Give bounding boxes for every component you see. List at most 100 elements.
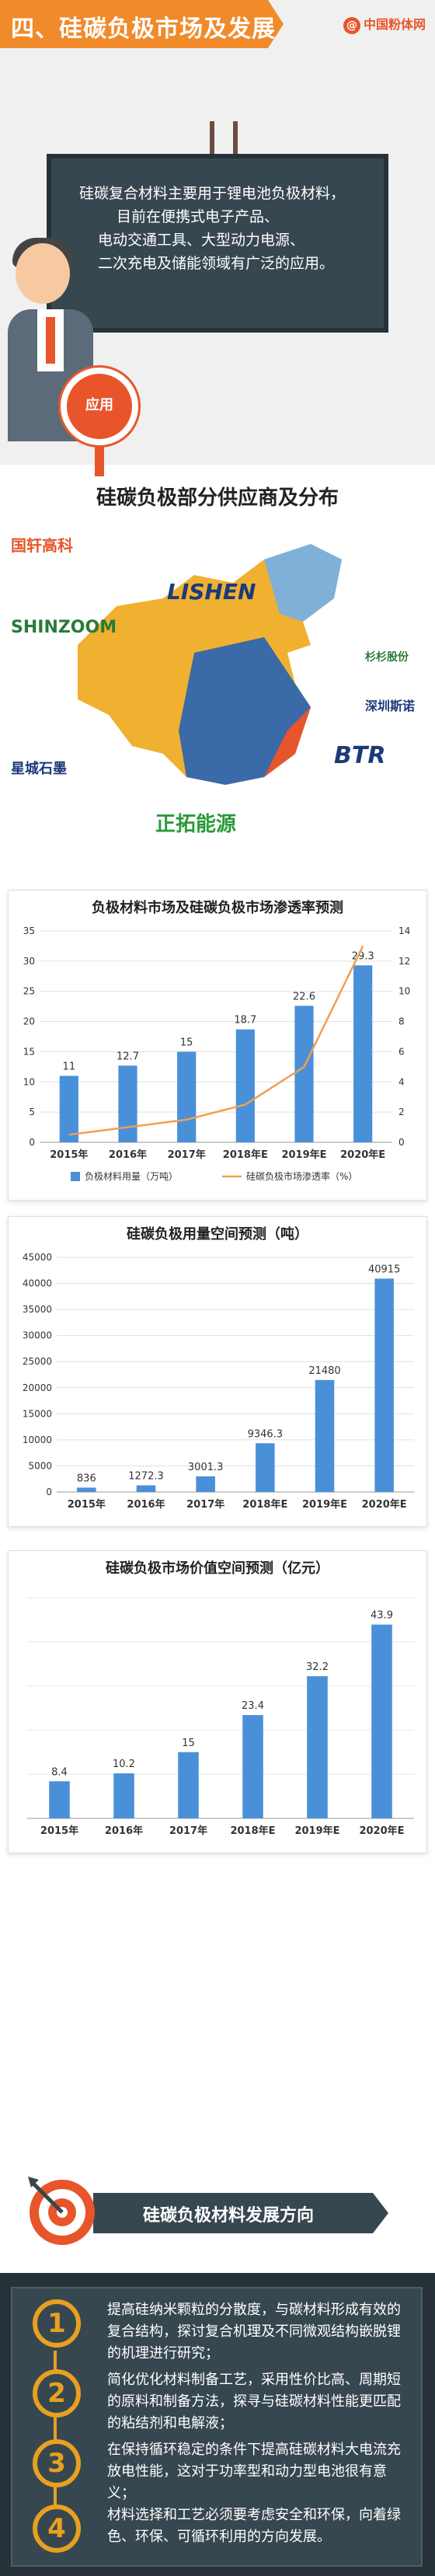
map-east-region (179, 637, 311, 785)
header-banner (0, 0, 284, 48)
y-tick-label: 35000 (23, 1304, 52, 1315)
logo-guoxuan: 国轩高科 (11, 536, 73, 555)
supplier-title: 硅碳负极部分供应商及分布 (96, 486, 339, 510)
data-label: 836 (77, 1473, 96, 1484)
x-tick-label: 2015年 (50, 1149, 88, 1161)
y-tick-label: 5 (29, 1107, 35, 1117)
chart-card-value: 硅碳负极市场价值空间预测（亿元） 8.4 2015年 10.2 2016年 15 2017… (8, 1550, 427, 1853)
x-tick-label: 2018年E (223, 1149, 268, 1161)
y-tick-label: 5000 (28, 1460, 52, 1471)
y2-tick-label: 12 (398, 956, 410, 967)
data-label: 9346.3 (248, 1428, 284, 1440)
data-label: 22.6 (293, 991, 315, 1002)
china-map (78, 544, 342, 785)
y-tick-label: 15 (23, 1046, 35, 1057)
x-tick-label: 2019年E (294, 1825, 339, 1837)
bar (113, 1773, 134, 1818)
market-chart: 05101520253035112015年12.72016年152017年18.… (23, 925, 411, 1182)
value-chart: 8.4 2015年 10.2 2016年 15 2017年 23.4 2018年E 32.2 20… (27, 1597, 414, 1837)
x-tick-label: 2020年E (362, 1498, 407, 1511)
data-label: 32.2 (306, 1661, 329, 1673)
item-text: 在保持循环稳定的条件下提高硅碳材料大电流充放电性能，这对于功率型和动力型电池很有… (107, 2442, 401, 2501)
chart-title: 负极材料市场及硅碳负极市场渗透率预测 (92, 900, 343, 916)
y2-tick-label: 14 (398, 925, 410, 936)
direction-banner: 硅碳负极材料发展方向 (93, 2193, 388, 2233)
y-tick-label: 45000 (23, 1252, 52, 1263)
blackboard: 硅碳复合材料主要用于锂电池负极材料， 目前在便携式电子产品、 电动交通工具、大型… (47, 154, 388, 333)
y-tick-label: 30 (23, 956, 35, 967)
y-tick-label: 10 (23, 1076, 35, 1087)
y-tick-label: 0 (29, 1137, 35, 1148)
intro-text: 硅碳复合材料主要用于锂电池负极材料， 目前在便携式电子产品、 电动交通工具、大型… (79, 182, 374, 275)
bar (118, 1065, 137, 1142)
bar (294, 1006, 314, 1142)
bar (177, 1051, 197, 1142)
data-label: 12.7 (117, 1051, 139, 1062)
data-label: 15 (182, 1738, 195, 1749)
data-label: 15 (180, 1037, 193, 1048)
brand: @ 中国粉体网 (343, 14, 426, 34)
x-tick-label: 2018年E (242, 1498, 287, 1511)
item-text: 提高硅纳米颗粒的分散度，与碳材料形成有效的复合结构，探讨复合机理及不同微观结构嵌… (107, 2302, 401, 2362)
data-label: 43.9 (371, 1610, 393, 1622)
bar (196, 1476, 215, 1492)
y-tick-label: 20000 (23, 1382, 52, 1393)
direction-box: 1 提高硅纳米颗粒的分散度，与碳材料形成有效的复合结构，探讨复合机理及不同微观结… (0, 2273, 435, 2576)
bar (353, 965, 373, 1142)
direction-panel: 1 提高硅纳米颗粒的分散度，与碳材料形成有效的复合结构，探讨复合机理及不同微观结… (11, 2287, 423, 2567)
page-title: 四、硅碳负极市场及发展 (11, 16, 276, 43)
legend-label: 硅碳负极市场渗透率（%） (246, 1170, 357, 1182)
y-tick-label: 15000 (23, 1408, 52, 1419)
y-tick-label: 10000 (23, 1434, 52, 1445)
item-number: 1 (33, 2299, 81, 2348)
bar (136, 1485, 156, 1492)
y-tick-label: 25000 (23, 1356, 52, 1367)
chart-card-market: 负极材料市场及硅碳负极市场渗透率预测 0 5 10 15 20 25 30 35 11 2015年… (8, 890, 427, 1201)
target-icon (28, 2177, 95, 2245)
logo-shinzoom: SHINZOOM (11, 618, 117, 637)
logo-zhengtuo: 正拓能源 (155, 813, 237, 836)
y2-tick-label: 4 (398, 1076, 405, 1087)
x-tick-label: 2016年 (109, 1149, 147, 1161)
page-header: 四、硅碳负极市场及发展 @ 中国粉体网 (0, 0, 435, 61)
y-tick-label: 35 (23, 925, 35, 936)
x-tick-label: 2020年E (340, 1149, 385, 1161)
chart-title: 硅碳负极市场价值空间预测（亿元） (106, 1560, 329, 1577)
bar (178, 1752, 199, 1818)
y-tick-label: 25 (23, 986, 35, 997)
person-tie (46, 317, 55, 364)
intro-line: 目前在便携式电子产品、 (117, 208, 280, 225)
data-label: 18.7 (234, 1015, 256, 1027)
brand-name: 中国粉体网 (363, 17, 426, 32)
sign-board: 应用 (61, 368, 138, 476)
bar (59, 1075, 78, 1142)
item-text: 材料选择和工艺必须要考虑安全和环保，向着绿色、环保、可循环利用的方向发展。 (107, 2507, 401, 2545)
y2-tick-label: 2 (398, 1107, 405, 1117)
penetration-line (68, 945, 364, 1136)
direction-title: 硅碳负极材料发展方向 (143, 2206, 315, 2226)
y-tick-label: 40000 (23, 1278, 52, 1289)
item-number: 4 (33, 2505, 81, 2553)
x-tick-label: 2020年E (359, 1825, 404, 1837)
y2-tick-label: 8 (398, 1016, 405, 1027)
x-tick-label: 2016年 (105, 1825, 143, 1837)
legend-label: 负极材料用量（万吨） (85, 1171, 178, 1182)
bar (235, 1029, 255, 1142)
x-tick-label: 2017年 (168, 1149, 206, 1161)
item-number: 3 (33, 2439, 81, 2487)
logo-shanshan: 杉杉股份 (365, 651, 409, 664)
sign-label: 应用 (85, 397, 113, 413)
x-tick-label: 2017年 (169, 1825, 207, 1837)
person-head (16, 243, 70, 304)
map-southeast-region (264, 707, 311, 777)
data-label: 8.4 (51, 1766, 68, 1778)
usage-chart: 0 5000 10000 15000 20000 25000 30000 35000 40000… (23, 1252, 414, 1511)
data-label: 23.4 (242, 1700, 264, 1712)
logo-xingcheng: 星城石墨 (11, 761, 67, 777)
bar (256, 1443, 275, 1492)
logo-lishen: LISHEN (167, 579, 256, 605)
intro-section: 硅碳复合材料主要用于锂电池负极材料， 目前在便携式电子产品、 电动交通工具、大型… (0, 61, 435, 476)
y2-tick-label: 6 (398, 1046, 405, 1057)
intro-line: 硅碳复合材料主要用于锂电池负极材料， (79, 185, 346, 202)
bar (49, 1781, 70, 1818)
